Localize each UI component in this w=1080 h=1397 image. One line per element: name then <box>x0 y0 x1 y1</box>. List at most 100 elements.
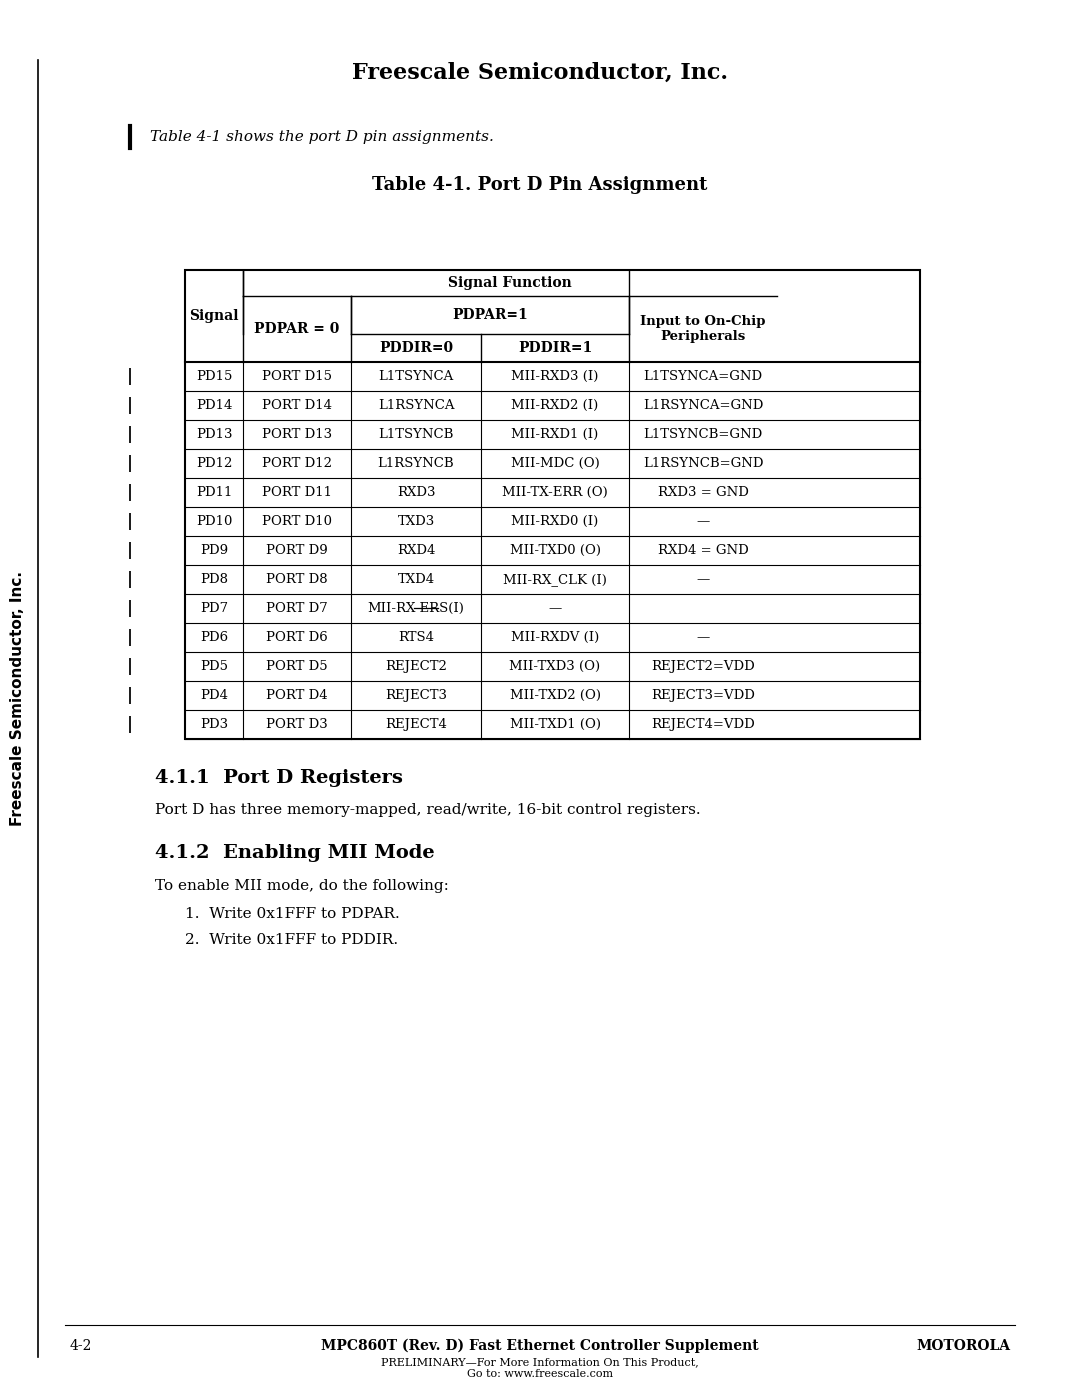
Text: |: | <box>127 658 133 675</box>
Text: |: | <box>127 483 133 502</box>
Text: 1.  Write 0x1FFF to PDPAR.: 1. Write 0x1FFF to PDPAR. <box>185 907 400 921</box>
Text: |: | <box>127 426 133 443</box>
Text: Signal: Signal <box>189 309 239 323</box>
Text: PD8: PD8 <box>200 573 228 585</box>
Text: PDPAR=1: PDPAR=1 <box>453 307 528 321</box>
Text: PORT D8: PORT D8 <box>266 573 328 585</box>
Text: RXD3: RXD3 <box>396 486 435 499</box>
Text: PDPAR = 0: PDPAR = 0 <box>254 321 340 337</box>
Text: REJECT4=VDD: REJECT4=VDD <box>651 718 755 731</box>
Text: RTS4: RTS4 <box>399 631 434 644</box>
Text: Port D has three memory-mapped, read/write, 16-bit control registers.: Port D has three memory-mapped, read/wri… <box>156 803 701 817</box>
Text: MII-TX-ERR (O): MII-TX-ERR (O) <box>502 486 608 499</box>
Text: |: | <box>127 687 133 704</box>
Text: PORT D4: PORT D4 <box>266 689 328 703</box>
Text: Table 4-1. Port D Pin Assignment: Table 4-1. Port D Pin Assignment <box>373 176 707 194</box>
Text: |: | <box>127 513 133 529</box>
Text: PORT D13: PORT D13 <box>262 427 332 441</box>
Text: RXD4 = GND: RXD4 = GND <box>658 543 748 557</box>
Text: |: | <box>127 542 133 559</box>
Text: MII-RX_CLK (I): MII-RX_CLK (I) <box>503 573 607 585</box>
Text: PD4: PD4 <box>200 689 228 703</box>
Text: REJECT4: REJECT4 <box>386 718 447 731</box>
Text: Input to On-Chip
Peripherals: Input to On-Chip Peripherals <box>640 314 766 344</box>
Text: |: | <box>127 455 133 472</box>
Text: Freescale Semiconductor, Inc.: Freescale Semiconductor, Inc. <box>11 571 26 826</box>
Text: —: — <box>697 573 710 585</box>
Text: PD9: PD9 <box>200 543 228 557</box>
Text: L1TSYNCB=GND: L1TSYNCB=GND <box>644 427 762 441</box>
Text: REJECT3: REJECT3 <box>384 689 447 703</box>
Text: REJECT2: REJECT2 <box>386 659 447 673</box>
Text: PORT D9: PORT D9 <box>266 543 328 557</box>
Text: To enable MII mode, do the following:: To enable MII mode, do the following: <box>156 879 449 893</box>
Text: MII-RXDV (I): MII-RXDV (I) <box>511 631 599 644</box>
Text: |: | <box>127 571 133 588</box>
Text: 4.1.1  Port D Registers: 4.1.1 Port D Registers <box>156 768 403 787</box>
Text: MII-RXD2 (I): MII-RXD2 (I) <box>511 400 598 412</box>
Text: 4.1.2  Enabling MII Mode: 4.1.2 Enabling MII Mode <box>156 844 434 862</box>
Text: MII-TXD1 (O): MII-TXD1 (O) <box>510 718 600 731</box>
Text: PORT D5: PORT D5 <box>266 659 328 673</box>
Text: TXD4: TXD4 <box>397 573 434 585</box>
Text: L1RSYNCB=GND: L1RSYNCB=GND <box>643 457 764 469</box>
Text: TXD3: TXD3 <box>397 515 434 528</box>
Text: PRELIMINARY—For More Information On This Product,: PRELIMINARY—For More Information On This… <box>381 1356 699 1368</box>
Text: MII-RX-ERS(I): MII-RX-ERS(I) <box>367 602 464 615</box>
Text: REJECT2=VDD: REJECT2=VDD <box>651 659 755 673</box>
Text: —: — <box>549 602 562 615</box>
Text: PORT D3: PORT D3 <box>266 718 328 731</box>
Text: PORT D10: PORT D10 <box>262 515 332 528</box>
Text: PD14: PD14 <box>195 400 232 412</box>
Text: 4-2: 4-2 <box>70 1338 93 1354</box>
Text: —: — <box>697 631 710 644</box>
Text: L1TSYNCB: L1TSYNCB <box>378 427 454 441</box>
Text: |: | <box>127 629 133 645</box>
Text: PD11: PD11 <box>195 486 232 499</box>
Bar <box>185 270 920 739</box>
Text: MII-RXD3 (I): MII-RXD3 (I) <box>511 370 598 383</box>
Text: MII-TXD3 (O): MII-TXD3 (O) <box>510 659 600 673</box>
Text: L1RSYNCB: L1RSYNCB <box>378 457 455 469</box>
Text: PDDIR=0: PDDIR=0 <box>379 341 454 355</box>
Text: |: | <box>127 397 133 414</box>
Text: —: — <box>697 515 710 528</box>
Text: PD7: PD7 <box>200 602 228 615</box>
Text: PD5: PD5 <box>200 659 228 673</box>
Text: PD10: PD10 <box>195 515 232 528</box>
Text: MPC860T (Rev. D) Fast Ethernet Controller Supplement: MPC860T (Rev. D) Fast Ethernet Controlle… <box>321 1338 759 1354</box>
Text: RXD4: RXD4 <box>396 543 435 557</box>
Text: MII-TXD0 (O): MII-TXD0 (O) <box>510 543 600 557</box>
Text: PORT D14: PORT D14 <box>262 400 332 412</box>
Text: Go to: www.freescale.com: Go to: www.freescale.com <box>467 1369 613 1379</box>
Text: PD3: PD3 <box>200 718 228 731</box>
Text: RXD3 = GND: RXD3 = GND <box>658 486 748 499</box>
Text: Signal Function: Signal Function <box>448 277 572 291</box>
Text: PD6: PD6 <box>200 631 228 644</box>
Text: 2.  Write 0x1FFF to PDDIR.: 2. Write 0x1FFF to PDDIR. <box>185 933 399 947</box>
Text: MII-RXD0 (I): MII-RXD0 (I) <box>511 515 598 528</box>
Text: |: | <box>127 599 133 617</box>
Text: Table 4-1 shows the port D pin assignments.: Table 4-1 shows the port D pin assignmen… <box>150 130 494 144</box>
Text: PORT D6: PORT D6 <box>266 631 328 644</box>
Text: MOTOROLA: MOTOROLA <box>916 1338 1010 1354</box>
Text: PD15: PD15 <box>195 370 232 383</box>
Text: MII-RXD1 (I): MII-RXD1 (I) <box>511 427 598 441</box>
Text: PORT D11: PORT D11 <box>262 486 332 499</box>
Text: L1TSYNCA=GND: L1TSYNCA=GND <box>644 370 762 383</box>
Text: REJECT3=VDD: REJECT3=VDD <box>651 689 755 703</box>
Text: |: | <box>127 367 133 386</box>
Text: L1RSYNCA=GND: L1RSYNCA=GND <box>643 400 764 412</box>
Text: L1TSYNCA: L1TSYNCA <box>378 370 454 383</box>
Text: PORT D12: PORT D12 <box>262 457 332 469</box>
Text: Freescale Semiconductor, Inc.: Freescale Semiconductor, Inc. <box>352 61 728 84</box>
Text: PDDIR=1: PDDIR=1 <box>518 341 592 355</box>
Text: PORT D15: PORT D15 <box>262 370 332 383</box>
Text: L1RSYNCA: L1RSYNCA <box>378 400 455 412</box>
Text: PORT D7: PORT D7 <box>266 602 328 615</box>
Text: |: | <box>127 717 133 733</box>
Text: PD13: PD13 <box>195 427 232 441</box>
Text: PD12: PD12 <box>195 457 232 469</box>
Text: MII-MDC (O): MII-MDC (O) <box>511 457 599 469</box>
Text: MII-TXD2 (O): MII-TXD2 (O) <box>510 689 600 703</box>
